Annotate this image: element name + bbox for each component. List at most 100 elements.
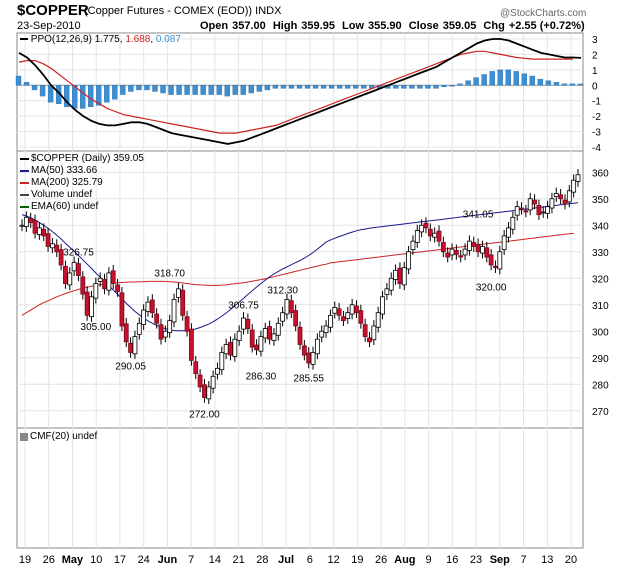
high-label: High — [272, 20, 298, 32]
x-tick-label: 23 — [470, 554, 482, 566]
candle-body — [167, 320, 173, 333]
ppo-histogram-bar — [112, 85, 118, 100]
ppo-line — [18, 38, 582, 145]
candle-body — [45, 233, 51, 247]
candle-body — [341, 316, 346, 322]
candle-body — [562, 199, 568, 205]
candle-body — [136, 322, 142, 335]
ppo-histogram-bar — [401, 85, 407, 89]
price-annotation: 286.30 — [246, 372, 277, 383]
ppo-legend: PPO(12,26,9) 1.775, 1.688, 0.087 — [20, 34, 181, 45]
x-tick-label: 24 — [138, 554, 150, 566]
ppo-histogram-bar — [39, 85, 46, 97]
candle-body — [245, 318, 251, 330]
candle-body — [523, 210, 529, 213]
ppo-histogram-bar — [457, 83, 463, 86]
candle-body — [314, 338, 320, 355]
candle-body — [93, 283, 99, 299]
ppo-histogram-bar — [481, 74, 487, 86]
candle-body — [202, 384, 207, 398]
legend-swatch — [20, 181, 29, 184]
low-label: Low — [342, 20, 365, 32]
brand-logo[interactable]: @StockCharts.com — [500, 8, 587, 19]
price-annotation: 326.75 — [63, 247, 94, 258]
x-tick-label: 28 — [256, 554, 268, 566]
ppo-histogram-bar — [465, 80, 471, 86]
ppo-histogram-bar — [136, 85, 142, 91]
x-tick-label: 13 — [541, 554, 553, 566]
x-tick-label: May — [62, 554, 84, 566]
legend-swatch — [20, 169, 29, 172]
candle-body — [241, 317, 246, 330]
candle-body — [384, 288, 390, 296]
legend-label: $COPPER (Daily) 359.05 — [31, 153, 144, 164]
x-tick-label: 19 — [351, 554, 363, 566]
ppo-histogram-bar — [529, 75, 536, 86]
ppo-histogram-bar — [240, 85, 247, 95]
ppo-histogram-bar — [47, 85, 54, 103]
ppo-histogram-bar — [264, 85, 271, 91]
price-annotation: 318.70 — [154, 269, 185, 280]
candle-body — [432, 232, 438, 238]
candle-body — [519, 207, 524, 210]
ppo-histogram-bar — [208, 85, 214, 95]
candle-body — [71, 261, 77, 272]
candle-body — [236, 330, 242, 341]
ppo-histogram-bar — [545, 80, 552, 86]
candle-body — [532, 199, 537, 205]
candle-body — [28, 218, 34, 223]
candle-body — [436, 230, 442, 242]
candle-body — [306, 352, 312, 364]
ppo-histogram-bar — [104, 85, 110, 103]
candle-body — [97, 277, 103, 282]
candle-body — [371, 325, 377, 341]
ppo-histogram-bar — [441, 85, 447, 88]
ppo-panel-frame — [16, 32, 584, 152]
candle-body — [349, 304, 355, 315]
legend-label: MA(50) 333.66 — [31, 165, 98, 176]
legend-item: $COPPER (Daily) 359.05 — [20, 153, 144, 164]
candle-body — [367, 337, 372, 343]
candle-body — [54, 244, 60, 253]
candle-body — [310, 352, 316, 365]
x-tick-label: 26 — [375, 554, 387, 566]
price-y-tick-label: 280 — [592, 380, 609, 391]
candle-body — [458, 255, 464, 258]
candle-body — [206, 386, 212, 400]
candle-body — [50, 243, 55, 249]
candle-body — [115, 284, 120, 292]
open-label: Open — [200, 20, 229, 32]
candle-body — [319, 330, 325, 338]
ppo-histogram-bar — [248, 85, 255, 94]
candle-body — [288, 300, 294, 314]
candle-body — [553, 193, 559, 198]
price-y-tick-label: 360 — [592, 168, 609, 179]
high-value: 359.95 — [301, 20, 335, 32]
x-tick-label: 20 — [565, 554, 577, 566]
ppo-histogram-bar — [96, 85, 102, 106]
price-annotation: 285.55 — [293, 374, 324, 385]
candle-body — [467, 240, 472, 251]
candle-body — [293, 310, 299, 327]
ppo-histogram-bar — [489, 71, 495, 86]
candle-body — [362, 324, 368, 337]
candle-body — [401, 267, 407, 286]
candle-body — [36, 227, 42, 235]
ppo-histogram-bar — [71, 85, 78, 109]
price-y-tick-label: 320 — [592, 274, 609, 285]
ppo-histogram-bar — [561, 83, 568, 86]
ppo-signal-line — [18, 50, 574, 134]
candle-body — [514, 206, 520, 216]
candle-body — [423, 222, 429, 229]
legend-swatch — [20, 205, 29, 208]
legend-item: EMA(60) undef — [20, 201, 98, 212]
price-annotation: 306.75 — [228, 300, 259, 311]
candle-body — [506, 227, 511, 238]
candle-body — [345, 312, 351, 319]
ppo-histogram-bar — [304, 85, 311, 89]
candle-body — [493, 265, 498, 269]
x-tick-label: 12 — [327, 554, 339, 566]
candle-body — [549, 198, 555, 209]
x-tick-label: 26 — [43, 554, 55, 566]
candle-body — [440, 242, 446, 253]
